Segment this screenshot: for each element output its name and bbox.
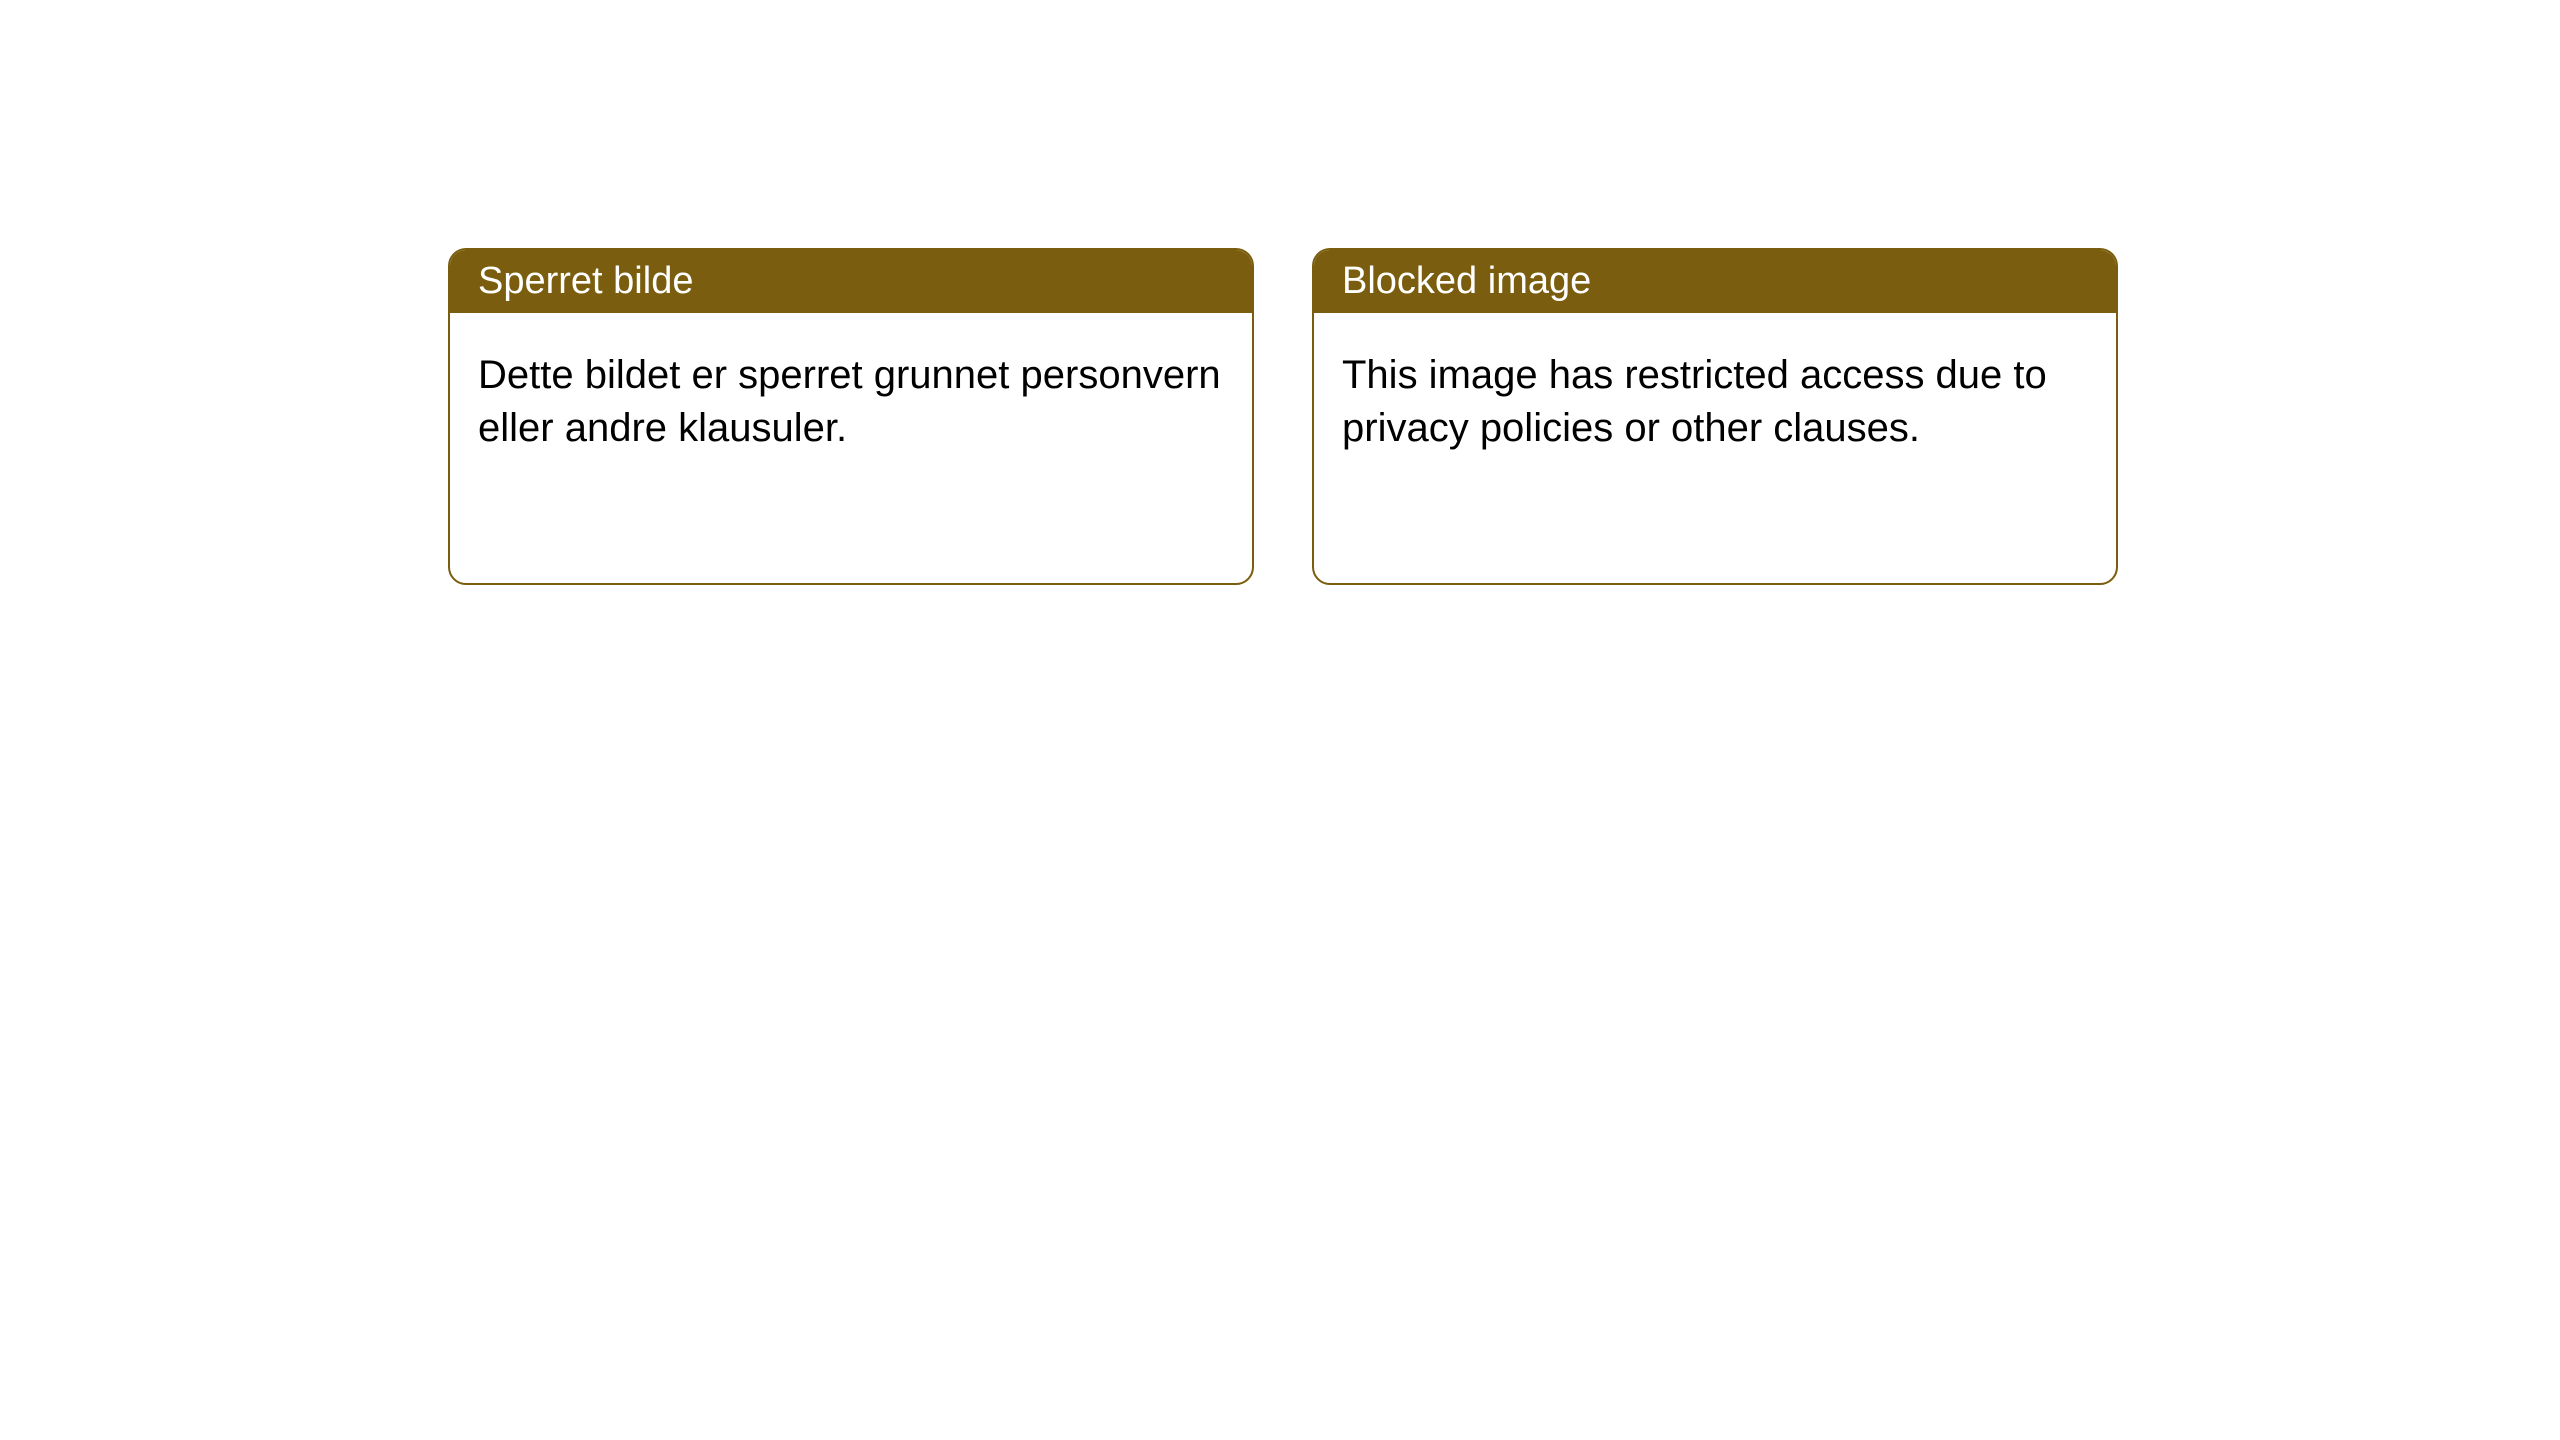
notice-body: This image has restricted access due to … [1314, 313, 2116, 583]
notice-header: Blocked image [1314, 250, 2116, 313]
notice-header: Sperret bilde [450, 250, 1252, 313]
notice-card-norwegian: Sperret bilde Dette bildet er sperret gr… [448, 248, 1254, 585]
notice-card-english: Blocked image This image has restricted … [1312, 248, 2118, 585]
notice-body: Dette bildet er sperret grunnet personve… [450, 313, 1252, 583]
notice-container: Sperret bilde Dette bildet er sperret gr… [0, 0, 2560, 585]
